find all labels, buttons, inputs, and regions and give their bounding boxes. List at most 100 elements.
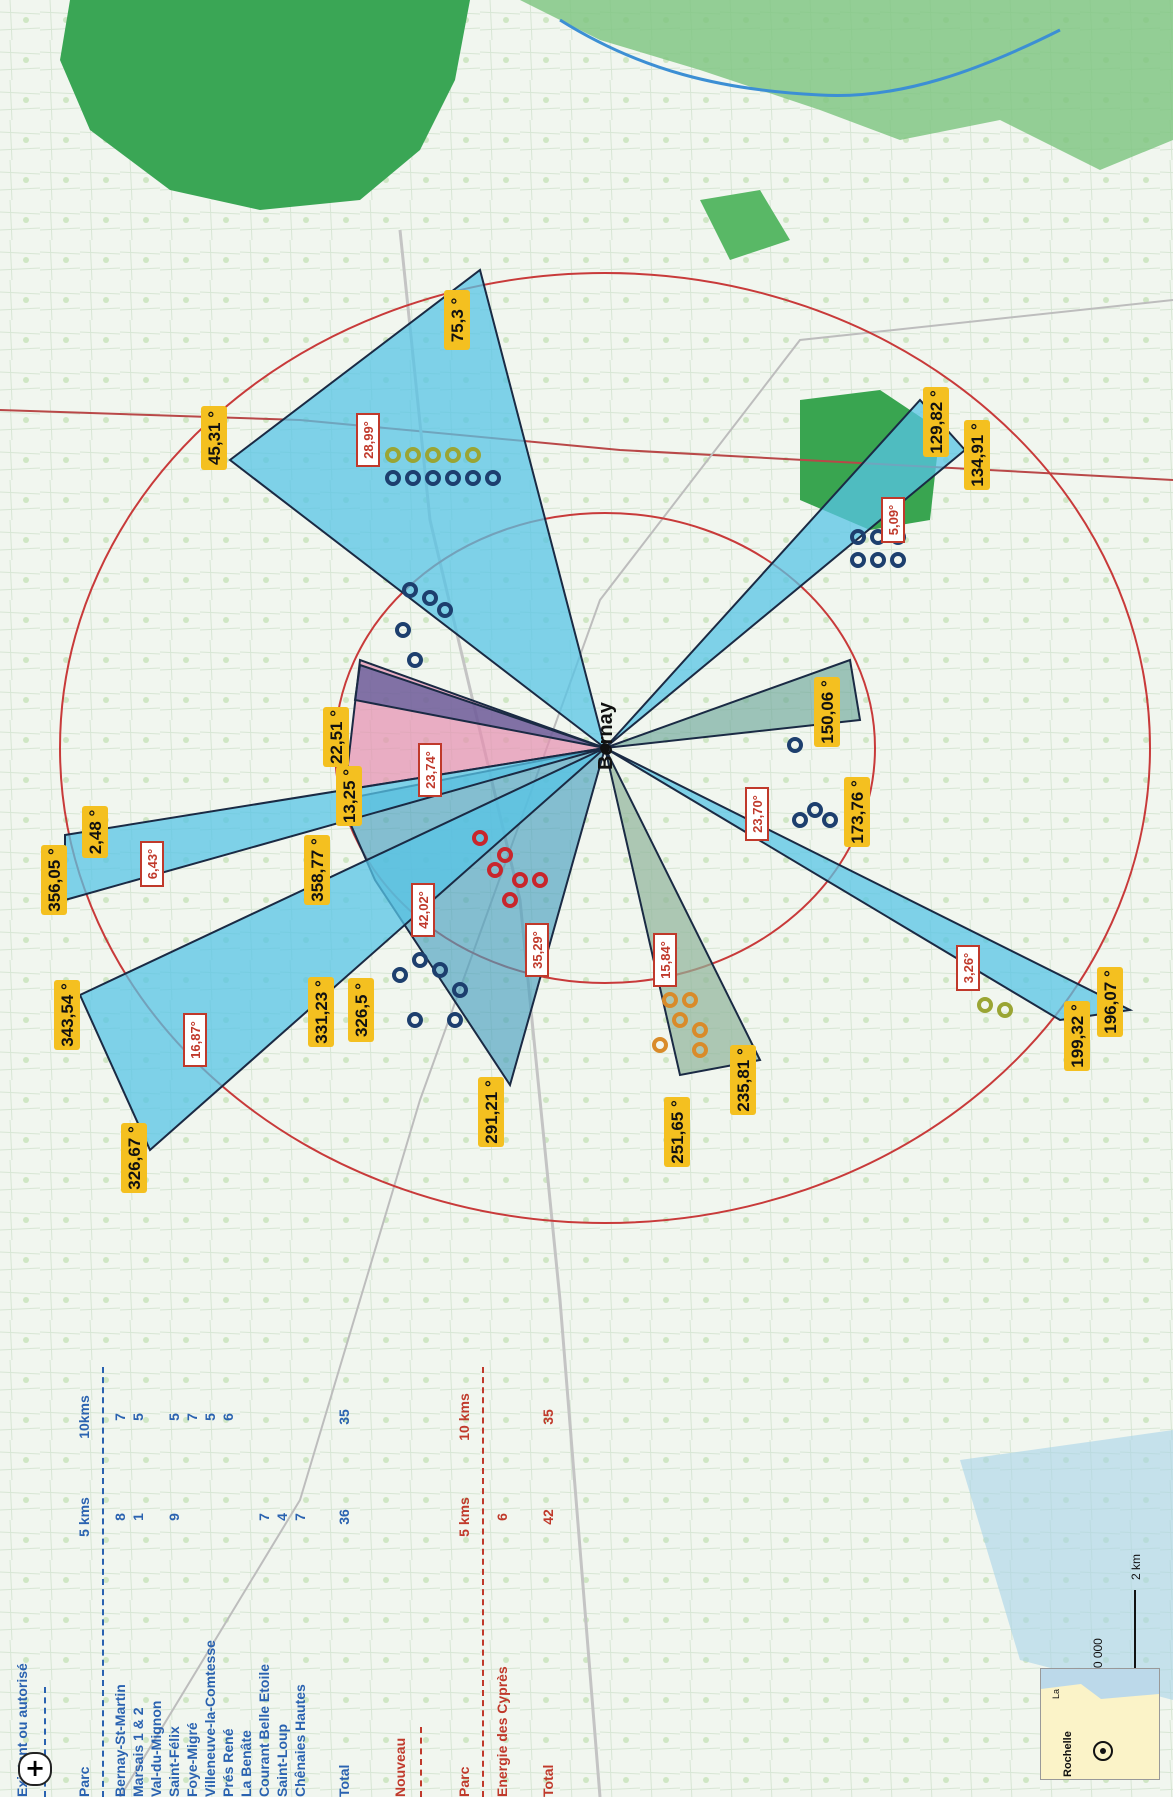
legend-row-5km: 6 (494, 1513, 510, 1521)
turbines-new (472, 830, 548, 908)
sector-angle: 3,26° (961, 953, 976, 984)
legend-col-parc: Parc (76, 1766, 92, 1797)
legend-row-5km: 7 (256, 1513, 272, 1521)
legend-row-name: Val-du-Mignon (148, 1700, 164, 1797)
angle-label: 326,67 ° (125, 1126, 144, 1190)
legend-row-10km: 5 (130, 1413, 146, 1421)
sector-235-251 (604, 747, 762, 1077)
turbines-orange (652, 992, 708, 1058)
legend-row-10km (274, 1367, 290, 1467)
legend-row-5km: 9 (166, 1513, 182, 1521)
legend-row-name: La Benâte (238, 1730, 254, 1797)
angle-label: 199,32 ° (1068, 1004, 1087, 1068)
angle-label: 2,48 ° (86, 809, 105, 854)
turbines-other (385, 447, 1013, 1018)
legend-row-name: Saint-Loup (274, 1723, 290, 1797)
sector-angle: 28,99° (361, 421, 376, 459)
forest-north (60, 0, 470, 210)
legend-new-total-5km: 42 (540, 1509, 556, 1525)
legend-row: Villeneuve-la-Comtesse 5 (202, 1367, 218, 1797)
legend-row-10km (148, 1367, 164, 1467)
legend-new-col-5km: 5 kms (456, 1497, 472, 1537)
legend-row-10km (292, 1367, 308, 1467)
sector-angle: 15,84° (658, 941, 673, 979)
sector-angle: 16,87° (188, 1021, 203, 1059)
legend-total-10km: 35 (336, 1409, 352, 1425)
legend-row-10km: 7 (112, 1413, 128, 1421)
minimap-label: Rochelle (1062, 1731, 1074, 1777)
legend-row: Saint-Félix 9 5 (166, 1367, 182, 1797)
legend-row-name: Villeneuve-la-Comtesse (202, 1640, 218, 1797)
sector-196-199 (604, 747, 1134, 1022)
legend-new-row: Energie des Cyprès 6 (494, 1367, 510, 1797)
legend-row: Bernay-St-Martin 8 7 (112, 1367, 128, 1797)
legend-row-name: Courant Belle Etoile (256, 1663, 272, 1797)
minimap-canvas: Rochelle La (1041, 1669, 1159, 1777)
legend-row-name: Foye-Migré (184, 1722, 200, 1797)
minimap-label-2: La (1051, 1689, 1061, 1699)
legend-row-10km: 6 (220, 1413, 236, 1421)
legend-row-name: Prés René (220, 1728, 236, 1797)
legend-divider (420, 1727, 422, 1797)
ring-10km (59, 272, 1151, 1224)
legend-row-5km: 7 (292, 1513, 308, 1521)
scale-two-km: 2 km (1129, 1554, 1143, 1580)
angle-label: 129,82 ° (927, 390, 946, 454)
legend-row: Chênaies Hautes 7 (292, 1367, 308, 1797)
legend-new-total-10km: 35 (540, 1409, 556, 1425)
angle-label: 196,07 ° (1101, 970, 1120, 1034)
legend-row: Saint-Loup 4 (274, 1367, 290, 1797)
legend-row-5km (148, 1467, 164, 1567)
legend: Existant ou autorisé Parc 5 kms 10kms Be… (0, 1357, 660, 1797)
angle-label: 331,23 ° (312, 980, 331, 1044)
sector-angle: 23,74° (423, 751, 438, 789)
legend-row: Val-du-Mignon (148, 1367, 164, 1797)
legend-divider (482, 1367, 484, 1797)
legend-row-10km: 7 (184, 1413, 200, 1421)
legend-row-5km (184, 1467, 200, 1567)
forest-patch (700, 190, 790, 260)
legend-row-5km: 1 (130, 1513, 146, 1521)
sector-326-343 (78, 747, 606, 1152)
sector-angle: 5,09° (886, 505, 901, 536)
angle-label: 343,54 ° (58, 983, 77, 1047)
sector-45-75 (228, 268, 607, 751)
legend-row-10km: 5 (202, 1413, 218, 1421)
location-target-dot (1100, 1748, 1106, 1754)
angle-label: 45,31 ° (205, 411, 224, 465)
legend-total-label: Total (336, 1764, 352, 1797)
legend-divider (102, 1367, 104, 1797)
legend-row-5km (238, 1467, 254, 1567)
visibility-sectors (64, 268, 1134, 1152)
legend-row: Marsais 1 & 2 1 5 (130, 1367, 146, 1797)
angle-label: 173,76 ° (848, 780, 867, 844)
legend-row-5km: 8 (112, 1513, 128, 1521)
legend-row: La Benâte (238, 1367, 254, 1797)
center-label: Bernay (595, 701, 617, 770)
legend-col-5km: 5 kms (76, 1497, 92, 1537)
angle-label: 251,65 ° (668, 1100, 687, 1164)
legend-row: Courant Belle Etoile 7 (256, 1367, 272, 1797)
angle-label: 291,21 ° (482, 1080, 501, 1144)
river (559, 18, 1061, 98)
legend-new-col-10km: 10 kms (456, 1393, 472, 1441)
angle-label: 235,81 ° (734, 1048, 753, 1112)
forest-northeast (520, 0, 1173, 170)
legend-row-5km (220, 1467, 236, 1567)
legend-row-5km: 4 (274, 1513, 290, 1521)
legend-total-5km: 36 (336, 1509, 352, 1525)
angle-label: 358,77 ° (308, 838, 327, 902)
overview-minimap[interactable]: Rochelle La (1040, 1668, 1160, 1780)
legend-col-10km: 10kms (76, 1395, 92, 1439)
zoom-in-button[interactable]: + (18, 1752, 52, 1786)
angle-label: 22,51 ° (327, 710, 346, 764)
legend-row-10km: 5 (166, 1413, 182, 1421)
sector-angle: 6,43° (145, 849, 160, 880)
legend-new-title: Nouveau (392, 1737, 408, 1797)
legend-row-10km (494, 1367, 510, 1467)
legend-new-col-parc: Parc (456, 1766, 472, 1797)
sector-13-22 (353, 663, 606, 749)
minimap-sea (1041, 1669, 1159, 1699)
